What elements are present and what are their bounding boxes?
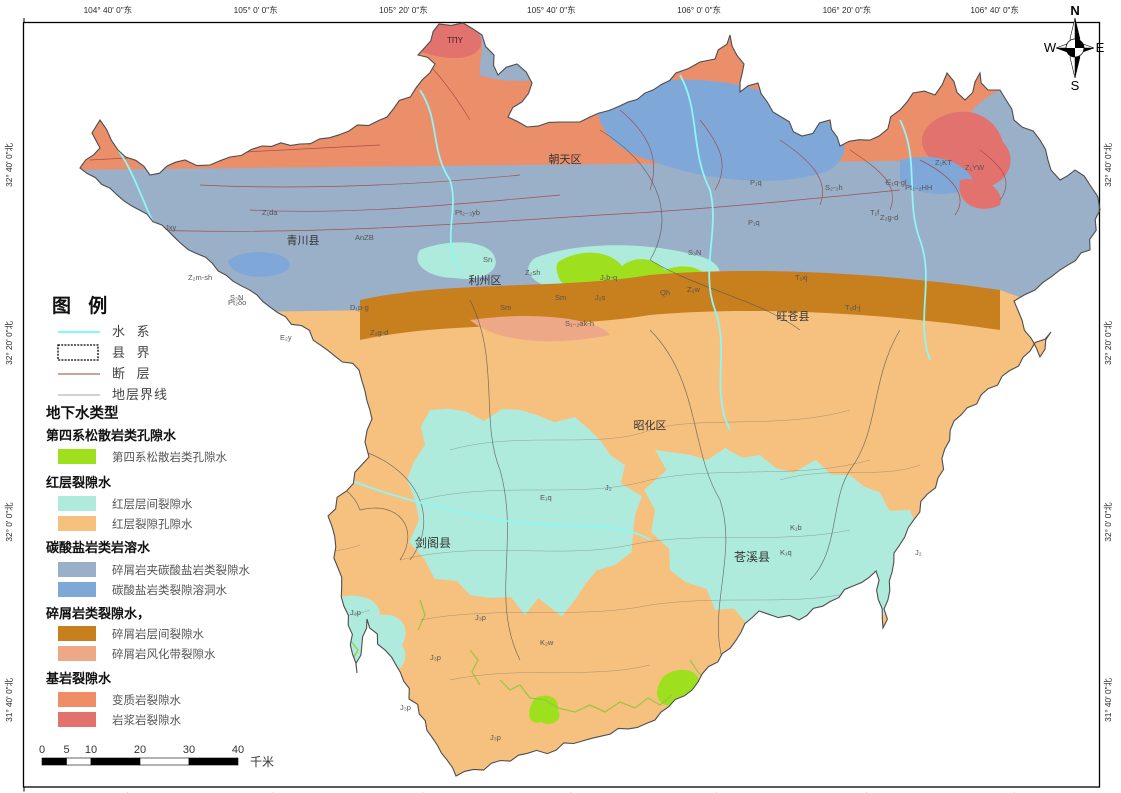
svg-text:40: 40 [232, 744, 244, 756]
svg-text:红层裂隙孔隙水: 红层裂隙孔隙水 [112, 517, 193, 531]
svg-text:105° 0' 0"东: 105° 0' 0"东 [234, 5, 278, 15]
svg-text:K₁q: K₁q [780, 548, 792, 557]
svg-text:E₁q: E₁q [540, 493, 552, 502]
svg-text:AnZB: AnZB [355, 233, 374, 242]
svg-text:Jxy: Jxy [165, 223, 177, 232]
svg-text:碎屑岩夹碳酸盐岩类裂隙水: 碎屑岩夹碳酸盐岩类裂隙水 [112, 563, 250, 577]
svg-text:31° 40' 0"北: 31° 40' 0"北 [4, 677, 14, 722]
svg-text:S₃N: S₃N [688, 248, 701, 257]
svg-text:J₂: J₂ [605, 483, 612, 492]
svg-text:Pt₂δo: Pt₂δo [228, 298, 246, 307]
svg-text:106° 0' 0"东: 106° 0' 0"东 [677, 5, 721, 15]
svg-text:S₂-₃h: S₂-₃h [825, 183, 843, 192]
svg-text:N: N [1070, 3, 1079, 18]
svg-text:苍溪县: 苍溪县 [734, 550, 770, 564]
svg-text:32° 0' 0"北: 32° 0' 0"北 [1103, 502, 1113, 542]
svg-text:千米: 千米 [250, 755, 274, 769]
svg-text:Z₂g-d: Z₂g-d [880, 213, 898, 222]
svg-text:S: S [1071, 78, 1080, 93]
svg-text:Pt₁₋₂HH: Pt₁₋₂HH [905, 183, 932, 192]
svg-text:县 界: 县 界 [112, 345, 154, 360]
svg-text:J₃p: J₃p [490, 733, 501, 742]
svg-text:图 例: 图 例 [52, 294, 113, 317]
svg-text:旺苍县: 旺苍县 [777, 310, 810, 323]
svg-text:J₃p: J₃p [400, 703, 411, 712]
svg-text:J₂s: J₂s [595, 293, 606, 302]
svg-text:Sm: Sm [555, 293, 566, 302]
svg-text:Z₁da: Z₁da [262, 208, 278, 217]
svg-text:32° 40' 0"北: 32° 40' 0"北 [4, 142, 14, 187]
svg-text:T₁d-j: T₁d-j [845, 303, 861, 312]
svg-text:5: 5 [63, 744, 69, 756]
svg-text:0: 0 [39, 744, 45, 756]
svg-text:Pt₂₋₃yb: Pt₂₋₃yb [455, 208, 480, 217]
svg-text:水 系: 水 系 [112, 324, 154, 339]
svg-text:J₃p: J₃p [350, 608, 361, 617]
svg-text:地下水类型: 地下水类型 [46, 404, 119, 422]
svg-text:碎屑岩类裂隙水，: 碎屑岩类裂隙水， [46, 606, 150, 621]
svg-text:昭化区: 昭化区 [634, 418, 667, 432]
svg-text:利州区: 利州区 [469, 274, 502, 287]
svg-text:32° 20' 0"北: 32° 20' 0"北 [4, 320, 14, 365]
svg-text:E: E [1096, 40, 1105, 55]
svg-text:Z₂m-sh: Z₂m-sh [188, 273, 212, 282]
svg-text:朝天区: 朝天区 [549, 153, 582, 166]
svg-text:W: W [1044, 40, 1057, 55]
svg-text:106° 20' 0"东: 106° 20' 0"东 [823, 5, 871, 15]
svg-text:剑阁县: 剑阁县 [415, 535, 451, 550]
svg-text:红层层间裂隙水: 红层层间裂隙水 [112, 497, 193, 511]
svg-text:D₁p-g: D₁p-g [350, 303, 369, 312]
svg-text:P₁q: P₁q [750, 178, 762, 187]
svg-text:J₁b-q: J₁b-q [600, 273, 617, 282]
svg-text:青川县: 青川县 [287, 234, 320, 247]
svg-text:第四系松散岩类孔隙水: 第四系松散岩类孔隙水 [112, 450, 227, 464]
svg-text:J₃p: J₃p [430, 653, 441, 662]
svg-text:断 层: 断 层 [112, 366, 154, 381]
svg-text:20: 20 [134, 744, 146, 756]
svg-text:31° 40' 0"北: 31° 40' 0"北 [1103, 677, 1113, 722]
svg-text:105° 20' 0"东: 105° 20' 0"东 [379, 5, 427, 15]
svg-text:K₂w: K₂w [540, 638, 554, 647]
svg-text:碳酸盐岩类裂隙溶洞水: 碳酸盐岩类裂隙溶洞水 [112, 583, 227, 597]
svg-text:J₂: J₂ [915, 548, 922, 557]
svg-text:J₃p: J₃p [475, 613, 486, 622]
svg-text:P₁q: P₁q [748, 218, 760, 227]
svg-text:Sn: Sn [483, 255, 492, 264]
svg-text:碎屑岩层间裂隙水: 碎屑岩层间裂隙水 [112, 627, 204, 641]
svg-text:32° 20' 0"北: 32° 20' 0"北 [1103, 320, 1113, 365]
svg-text:105° 40' 0"东: 105° 40' 0"东 [527, 5, 575, 15]
svg-text:Z₂g-d: Z₂g-d [370, 328, 388, 337]
svg-text:K₁b: K₁b [790, 523, 802, 532]
svg-text:第四系松散岩类孔隙水: 第四系松散岩类孔隙水 [46, 428, 177, 443]
svg-text:T₁xj: T₁xj [795, 273, 808, 282]
svg-text:Z₂sh: Z₂sh [525, 268, 540, 277]
svg-text:Z₂w: Z₂w [687, 285, 700, 294]
svg-text:碎屑岩风化带裂隙水: 碎屑岩风化带裂隙水 [112, 647, 216, 661]
svg-text:S₁₋₂ak-h: S₁₋₂ak-h [565, 319, 594, 328]
svg-text:∈₁q-gl: ∈₁q-gl [885, 178, 907, 187]
svg-text:碳酸盐岩类岩溶水: 碳酸盐岩类岩溶水 [46, 540, 151, 555]
svg-text:30: 30 [183, 744, 195, 756]
svg-text:变质岩裂隙水: 变质岩裂隙水 [112, 693, 181, 707]
svg-text:104° 40' 0"东: 104° 40' 0"东 [84, 5, 132, 15]
svg-text:32° 0' 0"北: 32° 0' 0"北 [4, 502, 14, 542]
svg-text:ΤΠΥ: ΤΠΥ [447, 36, 464, 45]
svg-text:基岩裂隙水: 基岩裂隙水 [45, 671, 112, 686]
svg-text:红层裂隙水: 红层裂隙水 [46, 475, 112, 490]
svg-text:T₁f: T₁f [870, 208, 880, 217]
svg-text:Qh: Qh [660, 288, 670, 297]
svg-text:Z₁YW: Z₁YW [965, 163, 985, 172]
svg-text:106° 40' 0"东: 106° 40' 0"东 [970, 5, 1018, 15]
svg-text:地层界线: 地层界线 [112, 387, 168, 402]
svg-text:岩浆岩裂隙水: 岩浆岩裂隙水 [112, 713, 181, 727]
svg-text:E₂y: E₂y [280, 333, 292, 342]
svg-text:32° 40' 0"北: 32° 40' 0"北 [1103, 142, 1113, 187]
svg-text:Sm: Sm [500, 303, 511, 312]
svg-text:Z₁KT: Z₁KT [935, 158, 952, 167]
svg-text:10: 10 [85, 744, 97, 756]
